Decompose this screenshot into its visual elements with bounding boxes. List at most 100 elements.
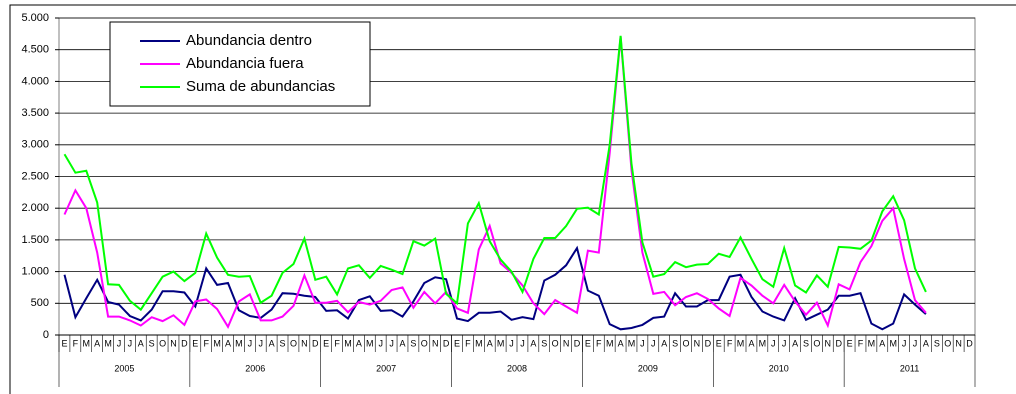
year-label: 2008	[507, 363, 527, 373]
x-tick-label: N	[825, 338, 832, 348]
x-tick-label: O	[421, 338, 428, 348]
x-tick-label: M	[606, 338, 614, 348]
x-tick-label: D	[705, 338, 712, 348]
y-tick-label: 500	[31, 297, 49, 309]
series-line	[63, 36, 927, 329]
series-line	[63, 245, 927, 331]
x-tick-label: J	[378, 338, 383, 348]
x-tick-label: A	[748, 338, 754, 348]
x-tick-label: M	[889, 338, 897, 348]
x-tick-label: O	[683, 338, 690, 348]
x-tick-label: A	[661, 338, 667, 348]
x-tick-label: S	[934, 338, 940, 348]
y-tick-label: 4.000	[21, 75, 49, 87]
series-line	[63, 35, 927, 312]
year-label: 2007	[376, 363, 396, 373]
x-tick-label: F	[465, 338, 471, 348]
x-tick-label: F	[858, 338, 864, 348]
year-label: 2010	[769, 363, 789, 373]
x-tick-label: S	[410, 338, 416, 348]
x-tick-label: M	[104, 338, 112, 348]
x-tick-label: N	[563, 338, 570, 348]
x-tick-label: J	[913, 338, 918, 348]
x-tick-label: M	[497, 338, 505, 348]
x-tick-label: D	[312, 338, 319, 348]
x-tick-label: M	[759, 338, 767, 348]
x-tick-label: F	[334, 338, 340, 348]
x-tick-label: D	[966, 338, 973, 348]
y-tick-label: 1.500	[21, 234, 49, 246]
x-tick-label: E	[847, 338, 853, 348]
x-tick-label: A	[792, 338, 798, 348]
x-tick-label: M	[344, 338, 352, 348]
x-tick-label: S	[541, 338, 547, 348]
year-label: 2006	[245, 363, 265, 373]
x-tick-label: A	[923, 338, 929, 348]
x-tick-label: A	[487, 338, 493, 348]
x-tick-label: M	[213, 338, 221, 348]
x-tick-label: M	[475, 338, 483, 348]
x-tick-label: F	[203, 338, 209, 348]
x-tick-label: S	[149, 338, 155, 348]
x-tick-label: M	[737, 338, 745, 348]
x-tick-label: N	[301, 338, 308, 348]
y-tick-label: 2.000	[21, 202, 49, 214]
x-tick-label: M	[366, 338, 374, 348]
x-tick-label: D	[181, 338, 188, 348]
x-tick-label: S	[803, 338, 809, 348]
x-tick-label: J	[128, 338, 133, 348]
x-tick-label: D	[835, 338, 842, 348]
x-tick-label: D	[443, 338, 450, 348]
year-label: 2011	[900, 363, 919, 373]
x-tick-label: E	[585, 338, 591, 348]
x-tick-label: E	[61, 338, 67, 348]
x-tick-label: A	[399, 338, 405, 348]
x-tick-label: S	[672, 338, 678, 348]
x-tick-label: J	[258, 338, 263, 348]
x-tick-label: A	[618, 338, 624, 348]
x-tick-label: J	[771, 338, 776, 348]
x-tick-label: J	[651, 338, 656, 348]
x-tick-label: E	[323, 338, 329, 348]
x-tick-label: M	[83, 338, 91, 348]
x-tick-label: J	[520, 338, 525, 348]
x-tick-label: J	[640, 338, 645, 348]
x-tick-label: O	[290, 338, 297, 348]
x-tick-label: S	[280, 338, 286, 348]
legend-label: Abundancia fuera	[186, 55, 304, 72]
year-label: 2009	[638, 363, 658, 373]
x-tick-label: O	[813, 338, 820, 348]
x-tick-label: M	[628, 338, 636, 348]
legend-label: Abundancia dentro	[186, 32, 312, 49]
x-tick-label: J	[902, 338, 907, 348]
x-tick-label: A	[356, 338, 362, 348]
x-tick-label: F	[73, 338, 79, 348]
x-tick-label: A	[138, 338, 144, 348]
x-tick-label: J	[782, 338, 787, 348]
y-tick-label: 3.500	[21, 107, 49, 119]
y-tick-label: 2.500	[21, 170, 49, 182]
x-tick-label: A	[269, 338, 275, 348]
y-tick-label: 3.000	[21, 139, 49, 151]
y-tick-label: 4.500	[21, 44, 49, 56]
x-tick-label: N	[170, 338, 177, 348]
x-tick-label: M	[868, 338, 876, 348]
y-tick-label: 5.000	[21, 12, 49, 24]
x-tick-label: O	[552, 338, 559, 348]
x-tick-label: N	[955, 338, 962, 348]
x-tick-label: N	[694, 338, 701, 348]
x-tick-label: E	[192, 338, 198, 348]
x-tick-label: A	[94, 338, 100, 348]
x-tick-label: A	[530, 338, 536, 348]
x-tick-label: D	[574, 338, 581, 348]
x-tick-label: F	[727, 338, 733, 348]
x-tick-label: J	[117, 338, 122, 348]
x-tick-label: E	[716, 338, 722, 348]
x-tick-label: M	[235, 338, 243, 348]
y-tick-label: 1.000	[21, 266, 49, 278]
x-tick-label: J	[248, 338, 253, 348]
legend-label: Suma de abundancias	[186, 78, 335, 95]
x-tick-label: O	[944, 338, 951, 348]
